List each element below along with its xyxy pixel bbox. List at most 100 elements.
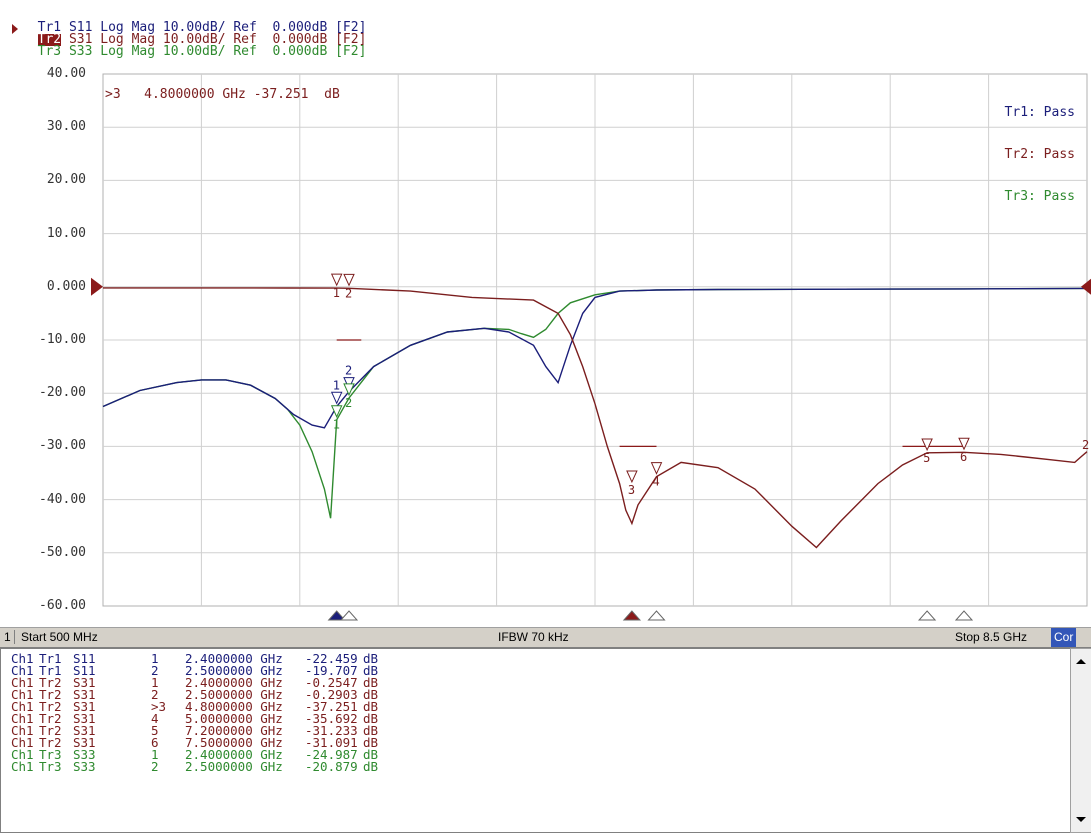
stop-frequency[interactable]: Stop 8.5 GHz — [955, 630, 1028, 644]
trace-info-tr3[interactable]: Tr3 S33 Log Mag 10.00dB/ Ref 0.000dB [F2… — [22, 34, 367, 59]
marker-channel: Ch1 — [11, 651, 34, 666]
marker-unit: dB — [363, 723, 379, 738]
marker-label: 2 — [345, 364, 352, 378]
y-tick-label: -10.00 — [39, 332, 86, 347]
marker-unit: dB — [363, 759, 379, 774]
marker-trace: Tr2 — [39, 687, 62, 702]
pass-status-tr3: Tr3: Pass — [1004, 189, 1075, 204]
marker-unit: dB — [363, 747, 379, 762]
trace-format: Log Mag — [100, 32, 156, 47]
y-tick-label: 40.00 — [46, 66, 86, 81]
marker-triangle-icon — [330, 391, 343, 405]
marker-parameter: S11 — [73, 651, 96, 666]
marker-triangle-icon — [330, 405, 343, 418]
marker-channel: Ch1 — [11, 699, 34, 714]
trace-info-tr1[interactable]: Tr1 S11 Log Mag 10.00dB/ Ref 0.000dB [F2… — [22, 10, 367, 35]
marker-triangle-icon — [343, 377, 355, 390]
ifbw-setting[interactable]: IFBW 70 kHz — [498, 630, 569, 644]
channel-number[interactable]: 1 — [4, 630, 11, 644]
marker-trace: Tr3 — [39, 759, 62, 774]
marker-number: 6 — [151, 735, 159, 750]
reference-level-right-icon — [1081, 278, 1091, 295]
marker-channel: Ch1 — [11, 735, 34, 750]
y-tick-label: 0.000 — [46, 278, 86, 294]
start-frequency[interactable]: Start 500 MHz — [14, 630, 98, 644]
marker-channel: Ch1 — [11, 759, 34, 774]
trace-end-label: 2 — [1082, 438, 1089, 452]
marker-label: 5 — [923, 451, 930, 465]
marker-channel: Ch1 — [11, 687, 34, 702]
trace-ref: Ref 0.000dB — [233, 32, 328, 47]
marker-frequency: 7.2000000 GHz — [185, 723, 283, 738]
marker-channel: Ch1 — [11, 723, 34, 738]
trace-ref: Ref 0.000dB — [233, 20, 328, 35]
marker-number: 4 — [151, 711, 159, 726]
marker-label: 2 — [345, 286, 352, 300]
scroll-down-icon[interactable] — [1076, 817, 1086, 822]
marker-frequency: 2.4000000 GHz — [185, 675, 283, 690]
trace-param: S11 — [68, 20, 93, 35]
trace-name: Tr1 — [37, 20, 62, 35]
marker-parameter: S31 — [73, 711, 96, 726]
marker-trace: Tr2 — [39, 711, 62, 726]
correction-indicator[interactable]: Cor — [1051, 628, 1077, 647]
marker-label: 4 — [653, 475, 660, 489]
marker-table[interactable]: Ch1 Tr1 S11 1 2.4000000 GHz -22.459 dB Ch1 Tr1 S1… — [0, 648, 1071, 833]
marker-unit: dB — [363, 699, 379, 714]
stimulus-marker-icon — [339, 610, 359, 621]
trace-format: Log Mag — [100, 44, 156, 59]
trace-param: S31 — [68, 32, 93, 47]
trace-ref: Ref 0.000dB — [233, 44, 328, 59]
stimulus-marker-icon — [327, 610, 346, 621]
marker-frequency: 2.5000000 GHz — [185, 663, 283, 678]
marker-parameter: S31 — [73, 687, 96, 702]
marker-frequency: 2.4000000 GHz — [185, 651, 283, 666]
marker-triangle-icon — [958, 437, 970, 451]
y-tick-label: -30.00 — [39, 438, 86, 454]
marker-frequency: 2.4000000 GHz — [185, 747, 283, 762]
marker-number: 5 — [151, 723, 159, 738]
pass-status-tr2: Tr2: Pass — [1004, 147, 1075, 162]
active-trace-pointer-icon — [12, 24, 18, 34]
trace-line-tr1 — [102, 287, 1088, 429]
marker-trace: Tr2 — [39, 675, 62, 690]
marker-value: -35.692 — [305, 711, 358, 726]
marker-parameter: S31 — [73, 735, 96, 750]
y-tick-label: -40.00 — [39, 491, 86, 507]
trace-format: Log Mag — [100, 20, 156, 35]
marker-channel: Ch1 — [11, 747, 34, 762]
y-tick-label: -20.00 — [39, 385, 86, 401]
marker-number: 2 — [151, 663, 159, 678]
marker-label: 6 — [960, 450, 967, 464]
y-tick-label: -60.00 — [39, 598, 86, 613]
trace-flag: [F2] — [335, 20, 367, 35]
trace-info-tr2[interactable]: Tr2 S31 Log Mag 10.00dB/ Ref 0.000dB [F2… — [22, 22, 366, 46]
marker-trace: Tr3 — [39, 747, 62, 762]
marker-unit: dB — [363, 651, 379, 666]
marker-number: 1 — [151, 747, 159, 762]
marker-channel: Ch1 — [11, 675, 34, 690]
channel-status-bar: 1 Start 500 MHz IFBW 70 kHz Stop 8.5 GHz… — [0, 627, 1091, 648]
marker-value: -0.2547 — [305, 675, 358, 690]
marker-table-scrollbar[interactable] — [1070, 648, 1091, 833]
marker-parameter: S31 — [73, 675, 96, 690]
marker-value: -0.2903 — [305, 687, 358, 702]
trace-name: Tr3 — [37, 44, 62, 59]
marker-unit: dB — [363, 663, 379, 678]
y-tick-label: -50.00 — [39, 544, 86, 560]
marker-trace: Tr2 — [39, 723, 62, 738]
marker-unit: dB — [363, 735, 379, 750]
marker-number: 2 — [151, 687, 159, 702]
marker-unit: dB — [363, 687, 379, 702]
marker-frequency: 4.8000000 GHz — [185, 699, 283, 714]
marker-parameter: S33 — [73, 759, 96, 774]
marker-trace: Tr1 — [39, 651, 62, 666]
scroll-up-icon[interactable] — [1076, 659, 1086, 664]
marker-value: -24.987 — [305, 747, 358, 762]
marker-value: -37.251 — [305, 699, 358, 714]
marker-parameter: S33 — [73, 747, 96, 762]
marker-frequency: 2.5000000 GHz — [185, 687, 283, 702]
marker-channel: Ch1 — [11, 711, 34, 726]
marker-value: -19.707 — [305, 663, 358, 678]
